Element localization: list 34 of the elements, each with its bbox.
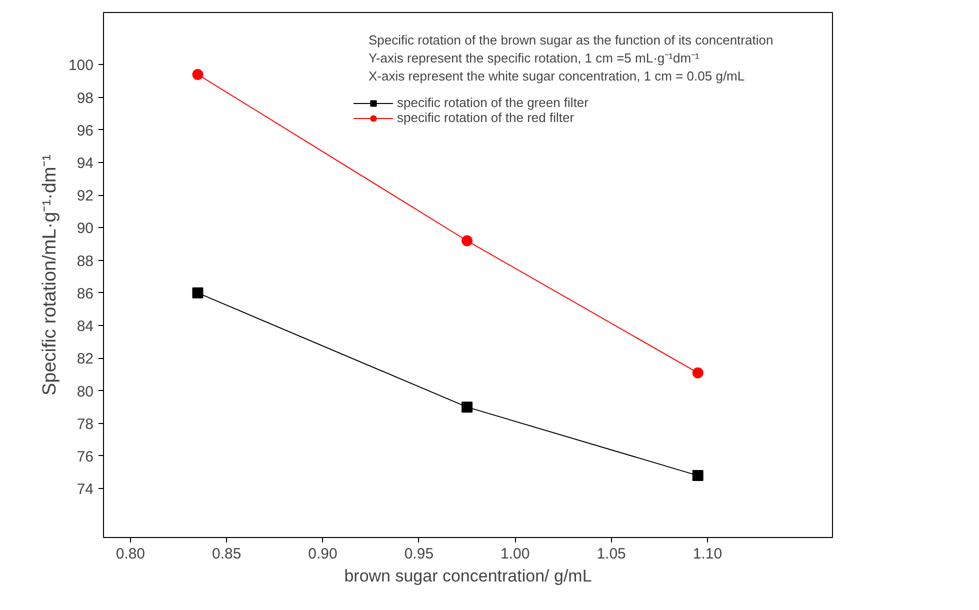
x-tick-label: 1.05	[596, 546, 626, 562]
x-tick-label: 0.95	[404, 546, 434, 562]
y-tick-label: 90	[76, 220, 94, 238]
y-tick-label: 78	[76, 416, 94, 433]
y-tick-label: 76	[76, 448, 94, 466]
point	[192, 68, 204, 80]
y-tick-label: 80	[76, 383, 94, 400]
x-tick-label: 1.10	[692, 546, 722, 562]
x-axis-title: brown sugar concentration/ g/mL	[344, 566, 592, 586]
y-tick-label: 88	[76, 252, 94, 270]
x-tick-label: 1.00	[500, 546, 530, 562]
y-tick-label: 94	[76, 155, 94, 172]
x-tick-label: 0.90	[308, 546, 338, 562]
point	[462, 235, 473, 246]
y-tick-label: 74	[76, 481, 94, 498]
annotation: Specific rotation of the brown sugar as the function of its concentration	[368, 32, 774, 48]
legend-label: specific rotation of the green filter	[397, 95, 588, 110]
point	[692, 470, 704, 482]
y-tick-label: 82	[76, 350, 94, 368]
point	[462, 402, 473, 413]
y-tick-label: 100	[68, 57, 94, 74]
y-tick-label: 96	[76, 122, 94, 140]
y-tick-label: 86	[76, 285, 94, 302]
annotation: Y-axis represent the specific rotation, 1 cm =5 mL·g⁻¹dm⁻¹	[368, 50, 700, 66]
annotation: X-axis represent the white sugar concentration, 1 cm = 0.05 g/mL	[368, 68, 745, 84]
y-tick-label: 92	[76, 188, 94, 205]
y-tick-label: 98	[76, 90, 94, 107]
point	[692, 367, 704, 378]
legend-label: specific rotation of the red filter	[397, 110, 574, 125]
x-tick-label: 0.85	[212, 546, 242, 562]
x-tick-label: 0.80	[116, 546, 146, 562]
y-tick-label: 84	[76, 318, 94, 336]
point	[192, 287, 204, 298]
y-axis-title: Specific rotation/mL·g⁻¹·dm⁻¹	[39, 154, 60, 396]
